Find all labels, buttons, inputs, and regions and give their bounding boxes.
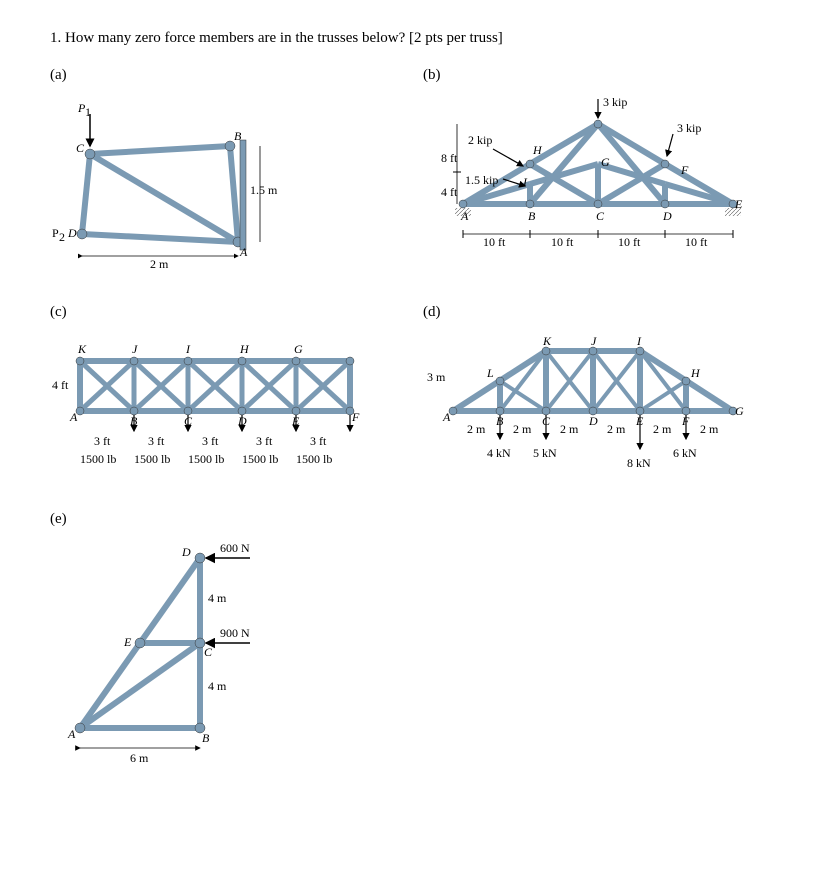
svg-text:C: C (76, 141, 85, 155)
label-d: (d) (423, 304, 763, 321)
svg-text:3 kip: 3 kip (677, 121, 701, 135)
svg-text:1.5 kip: 1.5 kip (465, 173, 498, 187)
svg-text:2: 2 (59, 230, 65, 244)
label-a: (a) (50, 67, 383, 84)
svg-text:1500 lb: 1500 lb (296, 452, 332, 466)
svg-text:G: G (601, 155, 610, 169)
diagram-e: 600 N 900 N A B C D E 4 m 4 m 6 m (50, 538, 330, 768)
diagram-b: 2 kip 1.5 kip 3 kip 3 kip A B C D E F G … (423, 94, 763, 274)
svg-text:J: J (591, 334, 597, 348)
svg-text:3 ft: 3 ft (94, 434, 111, 448)
svg-text:10 ft: 10 ft (618, 235, 641, 249)
svg-text:600 N: 600 N (220, 541, 250, 555)
svg-text:K: K (77, 342, 87, 356)
svg-text:C: C (204, 645, 213, 659)
svg-text:4 m: 4 m (208, 591, 227, 605)
svg-text:L: L (486, 366, 494, 380)
svg-text:B: B (528, 209, 536, 223)
question-text: 1. How many zero force members are in th… (50, 30, 763, 47)
svg-text:4 ft: 4 ft (52, 378, 69, 392)
svg-text:1500 lb: 1500 lb (134, 452, 170, 466)
svg-text:6 m: 6 m (130, 751, 149, 765)
svg-text:2 m: 2 m (700, 422, 719, 436)
svg-text:2 m: 2 m (653, 422, 672, 436)
svg-text:5 kN: 5 kN (533, 446, 557, 460)
svg-text:H: H (239, 342, 250, 356)
svg-text:4 m: 4 m (208, 679, 227, 693)
dim-a-15m: 1.5 m (250, 183, 278, 197)
svg-text:1500 lb: 1500 lb (242, 452, 278, 466)
svg-text:A: A (460, 209, 469, 223)
svg-text:3 kip: 3 kip (603, 95, 627, 109)
svg-text:2 kip: 2 kip (468, 133, 492, 147)
diagram-c: KJ IH G AB CD EF 4 ft 3 ft 3 ft (50, 331, 383, 481)
svg-text:2 m: 2 m (513, 422, 532, 436)
svg-text:P: P (52, 226, 59, 240)
svg-text:2 m: 2 m (467, 422, 486, 436)
svg-text:3 ft: 3 ft (148, 434, 165, 448)
svg-text:3 ft: 3 ft (256, 434, 273, 448)
cell-b: (b) (423, 67, 763, 284)
svg-text:900 N: 900 N (220, 626, 250, 640)
svg-text:3 ft: 3 ft (202, 434, 219, 448)
svg-text:J: J (132, 342, 138, 356)
svg-text:1500 lb: 1500 lb (80, 452, 116, 466)
svg-text:10 ft: 10 ft (483, 235, 506, 249)
svg-text:4 kN: 4 kN (487, 446, 511, 460)
svg-text:H: H (532, 143, 543, 157)
svg-text:A: A (69, 410, 78, 424)
svg-text:D: D (181, 545, 191, 559)
cell-e: (e) 600 N 900 N (50, 511, 763, 768)
svg-text:D: D (67, 226, 77, 240)
svg-text:I: I (636, 334, 642, 348)
svg-text:H: H (690, 366, 701, 380)
svg-text:A: A (239, 245, 248, 259)
label-c: (c) (50, 304, 383, 321)
truss-grid: (a) P 1 (50, 67, 763, 768)
dim-a-2m: 2 m (150, 257, 169, 271)
svg-text:C: C (596, 209, 605, 223)
label-e: (e) (50, 511, 763, 528)
cell-c: (c) (50, 304, 383, 491)
svg-text:G: G (294, 342, 303, 356)
svg-text:3 m: 3 m (427, 370, 446, 384)
svg-text:1: 1 (85, 105, 91, 119)
svg-text:I: I (185, 342, 191, 356)
svg-text:K: K (542, 334, 552, 348)
svg-text:B: B (234, 129, 242, 143)
svg-text:10 ft: 10 ft (551, 235, 574, 249)
svg-text:2 m: 2 m (607, 422, 626, 436)
svg-text:A: A (67, 727, 76, 741)
label-b: (b) (423, 67, 763, 84)
svg-text:D: D (588, 414, 598, 428)
svg-text:F: F (680, 163, 689, 177)
svg-text:B: B (202, 731, 210, 745)
diagram-a: P1 C B P2 D A 2 m 1.5 m (50, 94, 383, 284)
svg-text:6 kN: 6 kN (673, 446, 697, 460)
svg-text:E: E (734, 197, 743, 211)
svg-text:10 ft: 10 ft (685, 235, 708, 249)
svg-text:3 ft: 3 ft (310, 434, 327, 448)
cell-a: (a) P 1 (50, 67, 383, 284)
diagram-d: KJ IH L AB CD EF G 3 m 2 m 2 m (423, 331, 763, 491)
svg-text:1500 lb: 1500 lb (188, 452, 224, 466)
svg-text:8 kN: 8 kN (627, 456, 651, 470)
svg-text:G: G (735, 404, 744, 418)
cell-d: (d) (423, 304, 763, 491)
svg-text:E: E (123, 635, 132, 649)
svg-text:4 ft: 4 ft (441, 185, 458, 199)
svg-text:D: D (662, 209, 672, 223)
svg-text:A: A (442, 410, 451, 424)
svg-text:F: F (351, 410, 360, 424)
svg-text:8 ft: 8 ft (441, 151, 458, 165)
svg-text:2 m: 2 m (560, 422, 579, 436)
